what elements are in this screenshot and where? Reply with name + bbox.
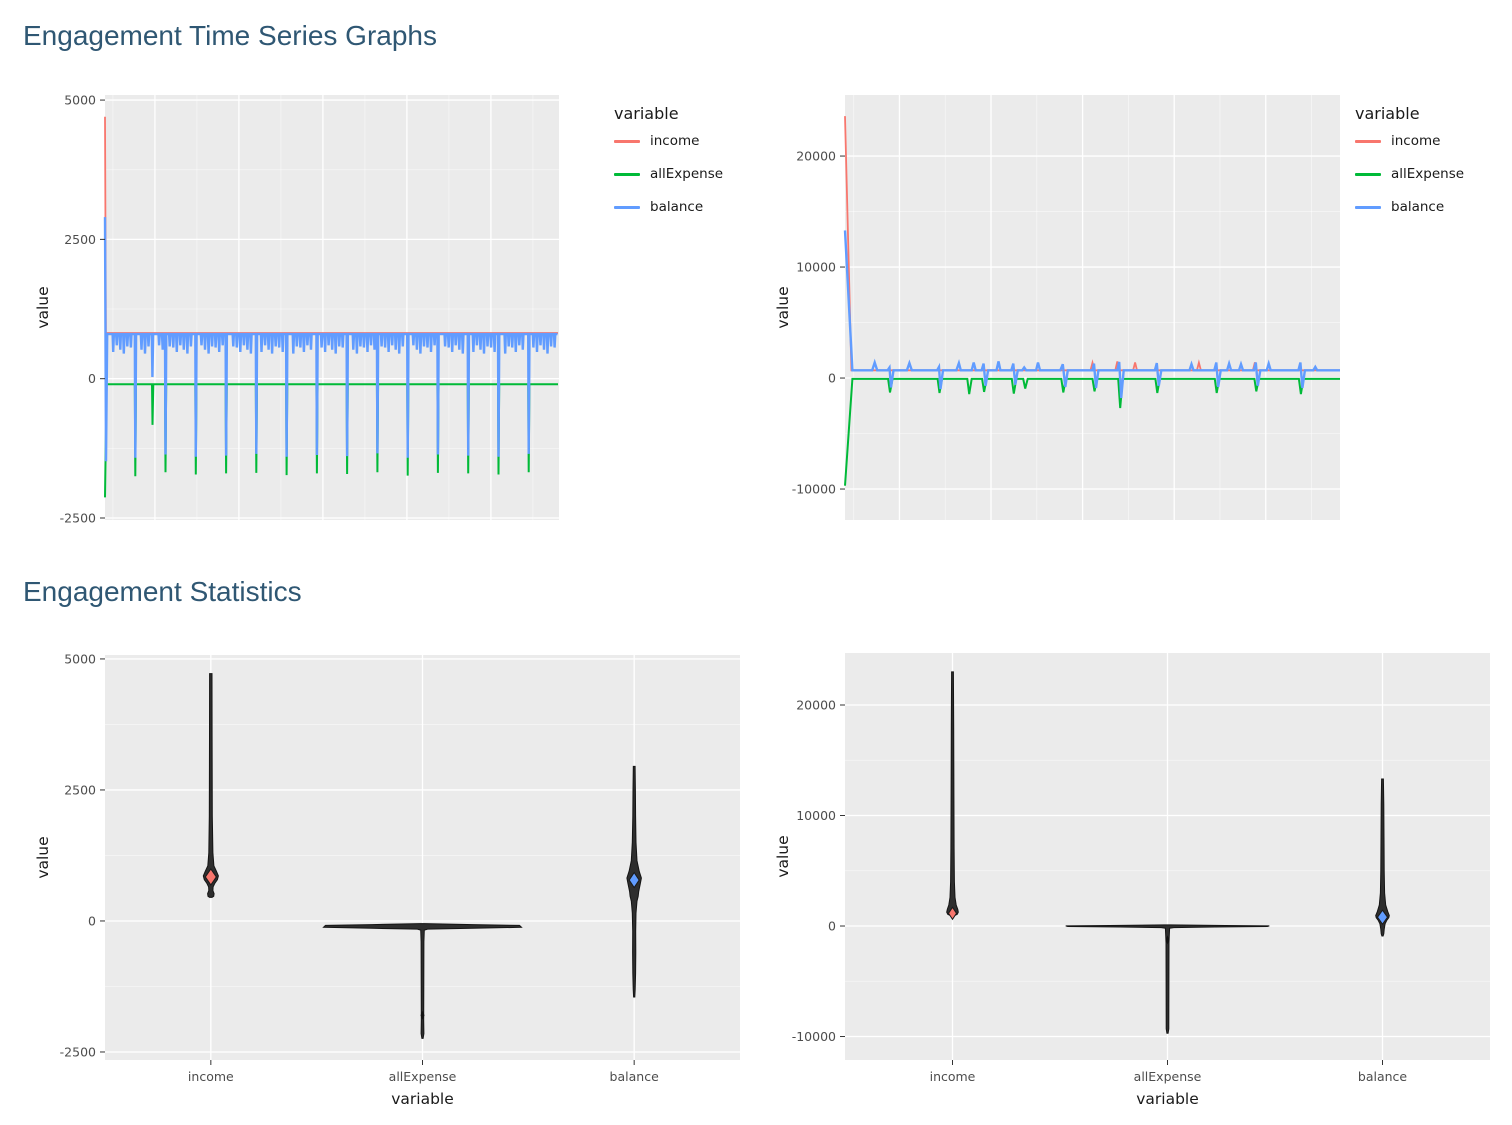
legend-timeseries-large: variable income allExpense balance: [1355, 104, 1505, 216]
svg-text:10000: 10000: [796, 808, 836, 823]
svg-text:-2500: -2500: [60, 510, 96, 525]
legend-item-label: balance: [1391, 199, 1445, 215]
svg-text:allExpense: allExpense: [389, 1069, 457, 1084]
svg-text:0: 0: [828, 919, 836, 934]
chart-timeseries-large: 20000 10000 0 -10000 value: [774, 95, 1340, 520]
legend-item-allexpense: allExpense: [1355, 165, 1505, 183]
svg-text:income: income: [188, 1069, 234, 1084]
income-line-key: [1355, 139, 1381, 143]
svg-text:value: value: [774, 286, 792, 328]
legend-item-label: allExpense: [650, 166, 724, 182]
legend-item-balance: balance: [614, 198, 764, 216]
legend-timeseries-small: variable income allExpense balance: [614, 104, 764, 216]
legend-title: variable: [1355, 104, 1420, 123]
page-title-statistics: Engagement Statistics: [23, 576, 302, 607]
svg-text:5000: 5000: [64, 93, 96, 108]
legend-item-label: income: [1391, 133, 1441, 149]
legend-item-label: allExpense: [1391, 166, 1465, 182]
balance-line-key: [614, 205, 640, 209]
svg-text:20000: 20000: [796, 149, 836, 164]
svg-text:balance: balance: [1358, 1069, 1408, 1084]
chart-violin-large: income allExpense balance variable 20000 1000…: [774, 653, 1490, 1108]
svg-text:0: 0: [88, 913, 96, 928]
legend-item-label: balance: [650, 199, 704, 215]
legend-item-allexpense: allExpense: [614, 165, 764, 183]
svg-text:-2500: -2500: [60, 1044, 96, 1059]
svg-text:variable: variable: [1136, 1090, 1199, 1108]
svg-text:2500: 2500: [64, 232, 96, 247]
allexpense-line-key: [614, 172, 640, 176]
allexpense-line-key: [1355, 172, 1381, 176]
income-line-key: [614, 139, 640, 143]
svg-text:20000: 20000: [796, 698, 836, 713]
svg-text:balance: balance: [610, 1069, 660, 1084]
svg-text:2500: 2500: [64, 782, 96, 797]
svg-text:variable: variable: [391, 1090, 454, 1108]
svg-text:5000: 5000: [64, 651, 96, 666]
svg-text:-10000: -10000: [792, 1029, 836, 1044]
svg-text:allExpense: allExpense: [1134, 1069, 1202, 1084]
legend-item-income: income: [1355, 132, 1505, 150]
chart-violin-small: income allExpense balance variable 5000 2500 0…: [34, 651, 740, 1108]
balance-line-key: [1355, 205, 1381, 209]
chart-timeseries-small: 5000 2500 0 -2500 value: [34, 93, 559, 525]
svg-text:-10000: -10000: [792, 482, 836, 497]
page-title-timeseries: Engagement Time Series Graphs: [23, 20, 437, 51]
svg-text:0: 0: [88, 371, 96, 386]
svg-text:10000: 10000: [796, 260, 836, 275]
legend-item-label: income: [650, 133, 700, 149]
legend-item-income: income: [614, 132, 764, 150]
svg-text:income: income: [930, 1069, 976, 1084]
svg-text:value: value: [34, 836, 52, 878]
svg-text:value: value: [34, 286, 52, 328]
legend-item-balance: balance: [1355, 198, 1505, 216]
legend-title: variable: [614, 104, 679, 123]
svg-text:0: 0: [828, 371, 836, 386]
svg-text:value: value: [774, 835, 792, 877]
